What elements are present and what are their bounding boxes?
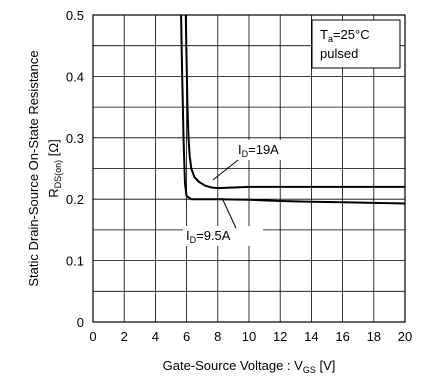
svg-text:ID=19A: ID=19A — [238, 142, 279, 159]
y-tick-label: 0 — [77, 315, 84, 330]
curves — [180, 14, 406, 205]
plot-frame — [92, 14, 406, 323]
y-axis-label-line2: RDS(on) [Ω] — [46, 139, 63, 197]
svg-text:ID=9.5A: ID=9.5A — [186, 228, 231, 245]
y-tick-labels: 0 0.1 0.2 0.3 0.4 0.5 — [66, 8, 84, 330]
x-tick-label: 16 — [335, 329, 349, 344]
x-tick-label: 12 — [273, 329, 287, 344]
x-tick-label: 2 — [121, 329, 128, 344]
x-tick-label: 6 — [183, 329, 190, 344]
x-tick-label: 20 — [398, 329, 412, 344]
series-label-9-5a: ID=9.5A — [183, 197, 263, 246]
y-tick-label: 0.4 — [66, 69, 84, 84]
y-tick-label: 0.1 — [66, 254, 84, 269]
condition-box-frame — [311, 19, 401, 69]
y-axis-label-line1: Static Drain-Source On-State Resistance — [26, 50, 41, 286]
x-tick-label: 18 — [367, 329, 381, 344]
y-tick-label: 0.3 — [66, 131, 84, 146]
x-tick-label: 10 — [242, 329, 256, 344]
x-axis-label: Gate-Source Voltage : VGS [V] — [163, 358, 336, 375]
x-tick-label: 0 — [89, 329, 96, 344]
x-tick-labels: 0 2 4 6 8 10 12 14 16 18 20 — [89, 329, 412, 344]
x-tick-label: 14 — [304, 329, 318, 344]
x-tick-label: 8 — [214, 329, 221, 344]
series-line-19a — [184, 14, 405, 190]
condition-pulsed: pulsed — [320, 46, 358, 61]
condition-temperature: Ta=25°C — [320, 27, 370, 44]
series-label-19a-leader — [212, 159, 239, 181]
series-line-9-5a — [180, 14, 406, 205]
y-tick-label: 0.5 — [66, 8, 84, 23]
y-tick-label: 0.2 — [66, 192, 84, 207]
x-tick-label: 4 — [152, 329, 159, 344]
series-label-19a: ID=19A — [212, 140, 303, 181]
series-label-9-5a-leader — [221, 197, 237, 229]
condition-box: Ta=25°C pulsed — [311, 19, 401, 69]
